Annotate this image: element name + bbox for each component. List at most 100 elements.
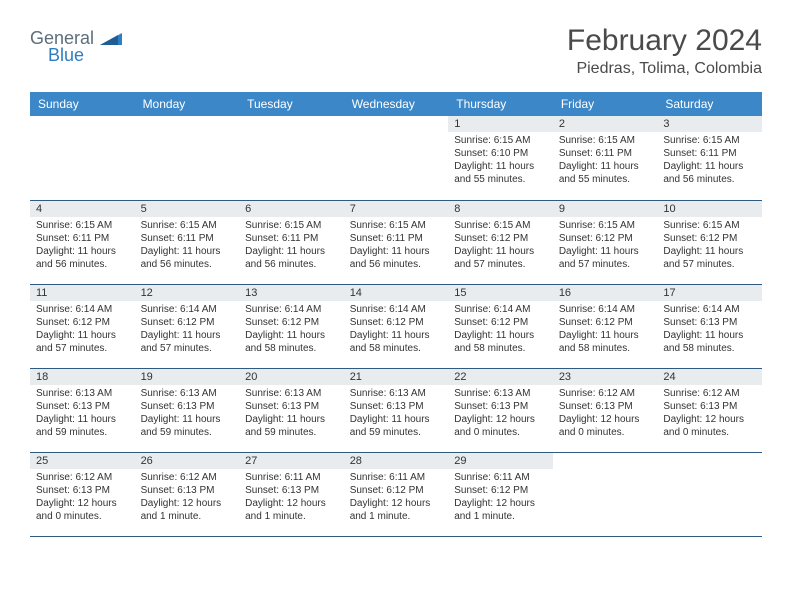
- calendar-cell: 26Sunrise: 6:12 AMSunset: 6:13 PMDayligh…: [135, 452, 240, 536]
- daylight-text: Daylight: 11 hours and 57 minutes.: [141, 329, 234, 355]
- day-details: Sunrise: 6:15 AMSunset: 6:11 PMDaylight:…: [553, 132, 658, 190]
- calendar-cell: 16Sunrise: 6:14 AMSunset: 6:12 PMDayligh…: [553, 284, 658, 368]
- calendar-cell: 12Sunrise: 6:14 AMSunset: 6:12 PMDayligh…: [135, 284, 240, 368]
- location-subtitle: Piedras, Tolima, Colombia: [567, 60, 762, 78]
- day-details: Sunrise: 6:14 AMSunset: 6:12 PMDaylight:…: [239, 301, 344, 359]
- calendar-table: SundayMondayTuesdayWednesdayThursdayFrid…: [30, 92, 762, 537]
- sunset-text: Sunset: 6:13 PM: [350, 400, 443, 413]
- day-number: 15: [448, 285, 553, 301]
- sunrise-text: Sunrise: 6:15 AM: [663, 219, 756, 232]
- daylight-text: Daylight: 11 hours and 58 minutes.: [245, 329, 338, 355]
- calendar-week-row: 25Sunrise: 6:12 AMSunset: 6:13 PMDayligh…: [30, 452, 762, 536]
- day-details: Sunrise: 6:15 AMSunset: 6:10 PMDaylight:…: [448, 132, 553, 190]
- day-number: 24: [657, 369, 762, 385]
- calendar-cell: 10Sunrise: 6:15 AMSunset: 6:12 PMDayligh…: [657, 200, 762, 284]
- calendar-cell: 14Sunrise: 6:14 AMSunset: 6:12 PMDayligh…: [344, 284, 449, 368]
- daynum-empty: [553, 453, 658, 469]
- daylight-text: Daylight: 11 hours and 57 minutes.: [36, 329, 129, 355]
- sunset-text: Sunset: 6:13 PM: [36, 484, 129, 497]
- calendar-cell: [657, 452, 762, 536]
- day-number: 14: [344, 285, 449, 301]
- sunset-text: Sunset: 6:13 PM: [36, 400, 129, 413]
- brand-triangle-icon: [100, 29, 122, 48]
- daynum-empty: [657, 453, 762, 469]
- sunset-text: Sunset: 6:11 PM: [36, 232, 129, 245]
- day-details: Sunrise: 6:15 AMSunset: 6:12 PMDaylight:…: [553, 217, 658, 275]
- sunset-text: Sunset: 6:11 PM: [141, 232, 234, 245]
- title-block: February 2024 Piedras, Tolima, Colombia: [567, 24, 762, 78]
- sunrise-text: Sunrise: 6:12 AM: [559, 387, 652, 400]
- sunset-text: Sunset: 6:11 PM: [663, 147, 756, 160]
- calendar-cell: 25Sunrise: 6:12 AMSunset: 6:13 PMDayligh…: [30, 452, 135, 536]
- sunrise-text: Sunrise: 6:15 AM: [454, 134, 547, 147]
- day-number: 1: [448, 116, 553, 132]
- sunset-text: Sunset: 6:12 PM: [245, 316, 338, 329]
- day-number: 12: [135, 285, 240, 301]
- calendar-cell: 23Sunrise: 6:12 AMSunset: 6:13 PMDayligh…: [553, 368, 658, 452]
- day-details: Sunrise: 6:14 AMSunset: 6:12 PMDaylight:…: [553, 301, 658, 359]
- day-details: Sunrise: 6:14 AMSunset: 6:12 PMDaylight:…: [30, 301, 135, 359]
- sunrise-text: Sunrise: 6:14 AM: [36, 303, 129, 316]
- sunrise-text: Sunrise: 6:15 AM: [454, 219, 547, 232]
- day-details: Sunrise: 6:12 AMSunset: 6:13 PMDaylight:…: [657, 385, 762, 443]
- day-number: 6: [239, 201, 344, 217]
- sunrise-text: Sunrise: 6:15 AM: [141, 219, 234, 232]
- sunset-text: Sunset: 6:12 PM: [663, 232, 756, 245]
- daylight-text: Daylight: 12 hours and 0 minutes.: [454, 413, 547, 439]
- weekday-header-row: SundayMondayTuesdayWednesdayThursdayFrid…: [30, 92, 762, 116]
- calendar-week-row: 11Sunrise: 6:14 AMSunset: 6:12 PMDayligh…: [30, 284, 762, 368]
- day-details: Sunrise: 6:11 AMSunset: 6:12 PMDaylight:…: [344, 469, 449, 527]
- sunset-text: Sunset: 6:12 PM: [559, 316, 652, 329]
- daylight-text: Daylight: 12 hours and 1 minute.: [245, 497, 338, 523]
- calendar-cell: 28Sunrise: 6:11 AMSunset: 6:12 PMDayligh…: [344, 452, 449, 536]
- day-number: 20: [239, 369, 344, 385]
- calendar-cell: 6Sunrise: 6:15 AMSunset: 6:11 PMDaylight…: [239, 200, 344, 284]
- sunset-text: Sunset: 6:13 PM: [141, 484, 234, 497]
- calendar-cell: 20Sunrise: 6:13 AMSunset: 6:13 PMDayligh…: [239, 368, 344, 452]
- calendar-week-row: 18Sunrise: 6:13 AMSunset: 6:13 PMDayligh…: [30, 368, 762, 452]
- daylight-text: Daylight: 11 hours and 59 minutes.: [36, 413, 129, 439]
- day-number: 3: [657, 116, 762, 132]
- sunrise-text: Sunrise: 6:13 AM: [454, 387, 547, 400]
- sunset-text: Sunset: 6:13 PM: [141, 400, 234, 413]
- daylight-text: Daylight: 11 hours and 55 minutes.: [454, 160, 547, 186]
- sunrise-text: Sunrise: 6:13 AM: [245, 387, 338, 400]
- day-number: 28: [344, 453, 449, 469]
- day-number: 5: [135, 201, 240, 217]
- sunrise-text: Sunrise: 6:15 AM: [350, 219, 443, 232]
- daylight-text: Daylight: 12 hours and 0 minutes.: [36, 497, 129, 523]
- sunrise-text: Sunrise: 6:12 AM: [141, 471, 234, 484]
- day-number: 19: [135, 369, 240, 385]
- day-number: 18: [30, 369, 135, 385]
- weekday-header: Wednesday: [344, 92, 449, 116]
- brand-word-2: Blue: [48, 45, 84, 65]
- day-details: Sunrise: 6:12 AMSunset: 6:13 PMDaylight:…: [30, 469, 135, 527]
- day-details: Sunrise: 6:13 AMSunset: 6:13 PMDaylight:…: [30, 385, 135, 443]
- sunset-text: Sunset: 6:12 PM: [141, 316, 234, 329]
- sunrise-text: Sunrise: 6:14 AM: [559, 303, 652, 316]
- day-number: 21: [344, 369, 449, 385]
- calendar-cell: [553, 452, 658, 536]
- daylight-text: Daylight: 12 hours and 0 minutes.: [663, 413, 756, 439]
- calendar-cell: 18Sunrise: 6:13 AMSunset: 6:13 PMDayligh…: [30, 368, 135, 452]
- daylight-text: Daylight: 11 hours and 58 minutes.: [559, 329, 652, 355]
- weekday-header: Sunday: [30, 92, 135, 116]
- sunrise-text: Sunrise: 6:13 AM: [350, 387, 443, 400]
- brand-word-2-wrap: Blue: [48, 45, 84, 66]
- sunrise-text: Sunrise: 6:11 AM: [245, 471, 338, 484]
- daylight-text: Daylight: 12 hours and 1 minute.: [454, 497, 547, 523]
- sunset-text: Sunset: 6:13 PM: [454, 400, 547, 413]
- daylight-text: Daylight: 12 hours and 1 minute.: [141, 497, 234, 523]
- day-details: Sunrise: 6:13 AMSunset: 6:13 PMDaylight:…: [344, 385, 449, 443]
- day-details: Sunrise: 6:15 AMSunset: 6:11 PMDaylight:…: [344, 217, 449, 275]
- weekday-header: Friday: [553, 92, 658, 116]
- day-number: 4: [30, 201, 135, 217]
- calendar-cell: 1Sunrise: 6:15 AMSunset: 6:10 PMDaylight…: [448, 116, 553, 200]
- page-header: General February 2024 Piedras, Tolima, C…: [30, 24, 762, 78]
- calendar-cell: [30, 116, 135, 200]
- day-number: 22: [448, 369, 553, 385]
- calendar-cell: 19Sunrise: 6:13 AMSunset: 6:13 PMDayligh…: [135, 368, 240, 452]
- sunrise-text: Sunrise: 6:15 AM: [559, 134, 652, 147]
- sunset-text: Sunset: 6:10 PM: [454, 147, 547, 160]
- daylight-text: Daylight: 11 hours and 58 minutes.: [350, 329, 443, 355]
